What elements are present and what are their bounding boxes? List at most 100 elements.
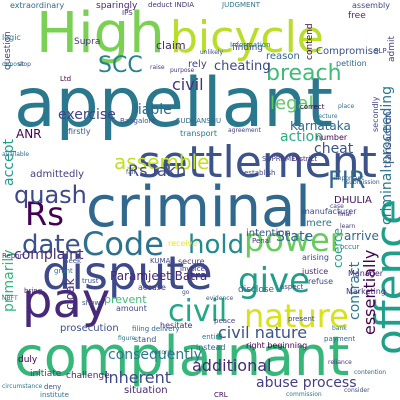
word-quash: quash bbox=[14, 181, 87, 209]
word-accuse: accuse bbox=[138, 283, 166, 292]
word-criminal: criminal bbox=[86, 175, 311, 240]
word-hesitate: hesitate bbox=[160, 321, 193, 330]
word-exercise: exercise bbox=[58, 107, 116, 123]
word-cheating: cheating bbox=[214, 59, 271, 74]
word-prevent: prevent bbox=[104, 293, 147, 306]
word-transaction: transaction bbox=[383, 111, 394, 169]
word-show: show bbox=[82, 299, 101, 307]
word-code: Code bbox=[82, 225, 164, 263]
word-petition: petition bbox=[336, 59, 367, 68]
word-penal: Penal bbox=[252, 237, 271, 245]
word-dispute: dispute bbox=[42, 246, 213, 300]
word-supra: Supra bbox=[74, 37, 101, 47]
word-stop: stop bbox=[18, 61, 31, 68]
word-complaint: complaint bbox=[14, 247, 84, 263]
word-deny: deny bbox=[44, 383, 62, 391]
word-bicycle: bicycle bbox=[170, 12, 324, 63]
word-inherent: inherent bbox=[104, 368, 172, 387]
word-commission: commission bbox=[286, 391, 322, 398]
word-hold: hold bbox=[188, 230, 245, 260]
word-duly: duly bbox=[18, 355, 38, 365]
word-seek: Seek bbox=[64, 257, 82, 265]
word-justice: justice bbox=[302, 267, 329, 276]
word-anr: ANR bbox=[16, 127, 42, 141]
word-nature: nature bbox=[244, 297, 349, 335]
word-legal: legal bbox=[270, 93, 314, 114]
word-sudhanshu: SUDHANSHU bbox=[176, 117, 222, 125]
word-contend: contend bbox=[305, 23, 315, 60]
word-abuse-process: abuse process bbox=[256, 375, 357, 391]
word-finding: finding bbox=[232, 43, 264, 53]
word-purpose: purpose bbox=[170, 67, 195, 74]
word-bring: bring bbox=[24, 287, 43, 295]
word-final: final bbox=[338, 211, 351, 218]
word-complainant: complainant bbox=[14, 325, 350, 388]
word-figure: figure bbox=[118, 335, 136, 342]
word-arrive: arrive bbox=[344, 229, 379, 243]
word-transport: transport bbox=[180, 129, 217, 138]
word-occur: occur bbox=[340, 243, 360, 251]
word-instead: instead bbox=[196, 343, 226, 352]
word-liable: liable bbox=[134, 102, 172, 118]
word-place: place bbox=[338, 103, 355, 110]
word-cloak: cloak bbox=[63, 278, 77, 310]
word-arising: arising bbox=[302, 253, 329, 262]
word-supreme: SUPREME bbox=[262, 155, 296, 163]
word-raise: raise bbox=[150, 64, 165, 71]
word-secure: secure bbox=[178, 257, 205, 266]
word-cheat: cheat bbox=[314, 141, 354, 157]
word-manufacturer: manufacturer bbox=[302, 207, 357, 216]
word-aspect: aspect bbox=[280, 283, 304, 291]
word-admit: admit bbox=[387, 35, 397, 62]
word-peace: peace bbox=[214, 317, 236, 325]
word-scc: SCC bbox=[98, 53, 143, 78]
word-mere: mere bbox=[306, 218, 332, 229]
word-settlement: settlement bbox=[138, 137, 377, 188]
word-go: go bbox=[182, 289, 190, 296]
word-assembly: assembly bbox=[352, 1, 390, 10]
word-institute: institute bbox=[40, 391, 69, 399]
word-fir: FIR bbox=[328, 166, 366, 194]
word-slp: SLP bbox=[374, 47, 387, 55]
word-contention: contention bbox=[354, 369, 387, 376]
word-rs: Rs bbox=[25, 195, 64, 233]
word-state: State bbox=[276, 229, 314, 245]
word-report: Report bbox=[2, 252, 26, 260]
word-correct: correct bbox=[300, 103, 325, 111]
word-right-beginning: right beginning bbox=[246, 341, 308, 350]
word-compromise: Compromise bbox=[316, 46, 380, 57]
word-rely: rely bbox=[188, 59, 207, 70]
word-district: District bbox=[292, 155, 318, 163]
word-intention: intention bbox=[246, 228, 291, 239]
word-record: record bbox=[152, 349, 172, 356]
word-challenge: challenge bbox=[66, 371, 110, 381]
word-bangalore: Bangalore bbox=[120, 117, 156, 125]
word-bank: bank bbox=[332, 325, 347, 332]
word-karnataka: Karnataka bbox=[290, 119, 351, 133]
word-number: number bbox=[316, 133, 348, 142]
word-rs-lakh: Rs lakh bbox=[128, 161, 187, 180]
word-power: power bbox=[244, 221, 343, 259]
word-action: action bbox=[280, 129, 324, 145]
word-manager: Manager bbox=[348, 269, 384, 278]
word-secondly: secondly bbox=[371, 96, 380, 133]
word-deduct: deduct INDIA bbox=[148, 1, 194, 9]
word-reason: reason bbox=[266, 51, 300, 62]
word-marketing: Marketing bbox=[346, 287, 386, 296]
word-deposit: deposit bbox=[2, 61, 25, 68]
word-accept: accept bbox=[1, 139, 17, 186]
word-paramjeet: Paramjeet Batra bbox=[110, 269, 208, 283]
word-submission: submission bbox=[346, 179, 380, 186]
word-situation: situation bbox=[124, 385, 168, 396]
word-filing: filing delivery bbox=[132, 325, 180, 333]
word-important: important bbox=[334, 175, 364, 182]
word-stand: stand bbox=[134, 335, 157, 344]
word-refuse: refuse bbox=[308, 277, 334, 286]
word-establish: establish bbox=[244, 169, 276, 177]
word-receive: receive bbox=[168, 239, 198, 248]
word-breach: breach bbox=[266, 61, 342, 86]
word-civil-nature: civil nature bbox=[218, 323, 308, 342]
word-admittedly: admittedly bbox=[30, 169, 85, 180]
word-civil-mid: civil bbox=[168, 294, 228, 329]
